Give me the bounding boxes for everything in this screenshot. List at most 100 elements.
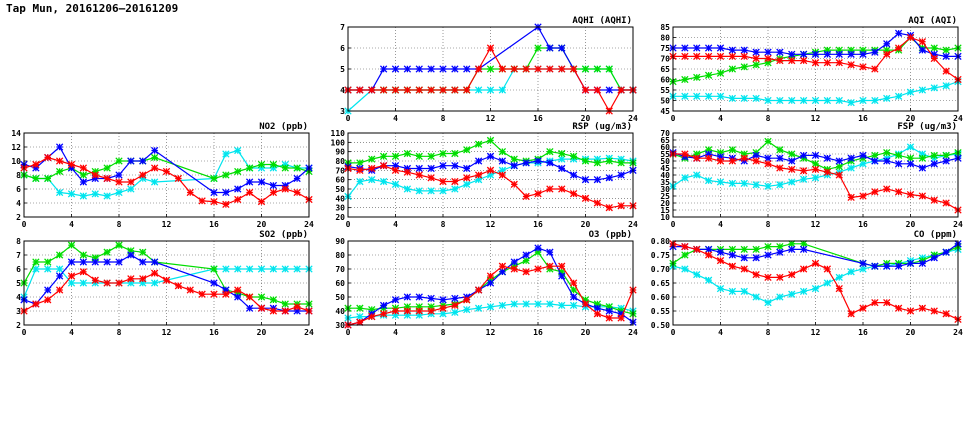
data-point: [617, 86, 625, 94]
plot-frame: [347, 132, 634, 218]
data-point: [198, 290, 206, 298]
data-point: [534, 65, 542, 73]
data-point: [451, 65, 459, 73]
data-point: [752, 61, 760, 69]
data-point: [522, 192, 530, 201]
data-point: [728, 245, 737, 254]
y-tick-label: 0.60: [651, 293, 670, 302]
x-tick-label: 24: [953, 220, 963, 229]
data-point: [894, 188, 903, 196]
y-tick-label: 25: [660, 192, 670, 201]
data-point: [752, 245, 760, 254]
data-point: [486, 303, 495, 311]
data-point: [234, 286, 242, 294]
data-point: [368, 176, 376, 184]
data-point: [788, 178, 796, 186]
data-point: [918, 164, 927, 172]
x-tick-label: 0: [671, 328, 676, 337]
data-point: [740, 265, 748, 273]
data-point: [427, 164, 435, 173]
x-tick-label: 16: [209, 328, 219, 337]
x-tick-label: 8: [117, 328, 122, 337]
x-tick-label: 12: [811, 220, 821, 229]
so2-chart: 0 4 8 12 16 20 24 2 3 4 5 6 7 8 SO2 (ppb): [16, 230, 314, 337]
data-point: [871, 262, 879, 270]
data-point: [930, 54, 938, 63]
data-point: [415, 65, 423, 73]
data-point: [356, 166, 364, 174]
data-point: [740, 94, 748, 103]
data-point: [764, 137, 772, 146]
data-point: [930, 84, 938, 92]
y-tick-label: 30: [335, 204, 345, 213]
data-point: [716, 284, 725, 293]
data-point: [942, 199, 950, 207]
data-point: [498, 65, 507, 73]
data-point: [740, 52, 748, 61]
data-point: [918, 38, 927, 46]
x-tick-label: 8: [441, 114, 446, 123]
data-point: [139, 275, 147, 283]
data-point: [257, 178, 266, 186]
rsp-title: RSP (ug/m3): [572, 122, 632, 132]
x-tick-label: 8: [441, 220, 446, 229]
data-point: [103, 279, 111, 287]
data-point: [693, 52, 701, 61]
y-tick-label: 45: [660, 107, 670, 116]
y-tick-label: 3: [16, 307, 21, 316]
data-point: [44, 265, 52, 273]
data-point: [918, 46, 927, 54]
co-series-cyan: [669, 245, 962, 307]
x-tick-label: 20: [257, 220, 267, 229]
data-point: [776, 164, 784, 172]
data-point: [906, 190, 915, 199]
o3-series-red: [344, 262, 637, 329]
y-tick-label: 4: [340, 86, 345, 95]
data-point: [704, 154, 713, 162]
data-point: [558, 164, 566, 173]
data-point: [823, 265, 832, 273]
data-point: [67, 279, 76, 287]
data-point: [510, 162, 518, 170]
data-point: [379, 152, 388, 160]
data-point: [799, 50, 808, 58]
y-tick-label: 55: [660, 150, 670, 159]
data-point: [150, 178, 159, 186]
data-point: [150, 164, 159, 172]
data-point: [788, 245, 796, 254]
y-tick-label: 50: [335, 185, 345, 194]
data-point: [906, 143, 915, 151]
data-point: [942, 46, 950, 54]
data-point: [605, 204, 613, 212]
data-point: [930, 151, 938, 160]
y-tick-label: 40: [335, 194, 345, 203]
no2-title: NO2 (ppb): [259, 122, 308, 132]
data-point: [463, 164, 471, 173]
data-point: [764, 251, 772, 259]
data-point: [776, 248, 784, 256]
data-point: [439, 162, 447, 170]
data-point: [764, 154, 772, 162]
data-point: [486, 86, 495, 94]
data-point: [91, 276, 99, 284]
data-point: [871, 96, 879, 105]
data-point: [486, 65, 495, 73]
data-point: [368, 312, 376, 321]
data-point: [391, 152, 400, 160]
data-point: [55, 251, 64, 259]
y-tick-label: 45: [660, 164, 670, 173]
data-point: [174, 282, 183, 290]
data-point: [847, 310, 855, 318]
data-point: [728, 262, 737, 270]
data-point: [245, 293, 254, 301]
plot-frame: [672, 26, 959, 112]
data-point: [894, 44, 903, 52]
data-point: [439, 304, 447, 312]
data-point: [498, 148, 507, 156]
data-point: [115, 241, 123, 249]
data-point: [281, 300, 289, 308]
data-point: [439, 177, 447, 186]
data-point: [379, 301, 388, 310]
data-point: [356, 304, 364, 312]
y-tick-label: 14: [11, 129, 21, 138]
